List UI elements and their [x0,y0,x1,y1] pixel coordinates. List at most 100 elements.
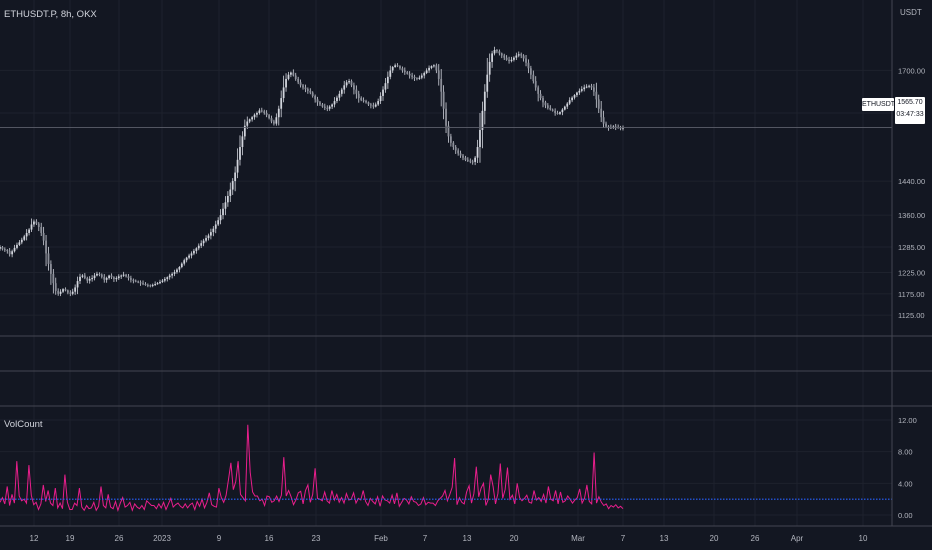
candle-body [125,274,127,277]
candle-body [319,102,321,105]
candle-body [178,267,181,270]
candle-body [549,107,552,110]
candle-body [566,103,569,107]
candle-body [193,250,195,254]
candle-body [457,150,460,154]
price-tick-label: 1440.00 [898,177,925,186]
candle-body [340,89,343,94]
candle-body [466,159,469,161]
candle-body [336,97,338,102]
candle-body [505,57,508,60]
candle-body [66,290,69,293]
candle-body [483,91,486,111]
candle-body [532,74,535,82]
grid-lines [0,0,892,526]
indicator-title[interactable]: VolCount [4,419,43,430]
candle-body [236,159,239,173]
candle-body [151,284,154,286]
candle-body [314,95,317,100]
candle-body [597,99,600,109]
candle-body [326,107,329,109]
candle-body [113,277,115,279]
time-tick-label: 7 [621,534,626,543]
candle-body [583,87,586,90]
candle-body [28,229,30,233]
candle-body [260,110,263,112]
candle-body [161,280,164,282]
candle-body [551,109,554,111]
candle-body [212,228,215,233]
candle-body [105,278,108,280]
candle-body [563,106,566,110]
candle-body [590,85,593,88]
candle-body [513,57,515,60]
candle-body [476,147,479,158]
candle-body [79,276,81,282]
price-tick-label: 1125.00 [898,311,925,320]
candle-body [76,281,79,288]
candle-body [469,160,472,162]
candle-body [25,232,28,237]
candle-body [62,289,64,292]
candle-body [42,232,45,241]
candle-body [445,108,447,126]
candle-body [396,65,399,67]
candle-body [355,89,358,94]
candle-body [425,70,428,73]
candle-body [323,106,326,108]
candle-body [54,283,57,291]
candle-body [328,106,331,109]
candle-body [50,264,52,274]
candle-body [367,102,370,105]
candle-body [185,257,188,261]
candle-body [382,89,384,96]
candle-body [86,278,89,281]
candle-body [430,66,433,68]
candle-body [576,92,578,96]
candle-body [369,104,372,106]
time-tick-label: 23 [312,534,321,543]
time-tick-label: 10 [859,534,868,543]
candle-body [520,54,523,56]
bar-countdown: 03:47:33 [896,111,924,118]
candle-body [176,269,178,273]
candle-body [156,283,159,285]
candle-body [93,275,96,279]
candle-body [219,215,222,221]
candle-body [11,251,14,255]
candle-body [527,62,530,69]
candle-body [195,248,198,251]
candle-body [168,275,171,278]
candle-body [399,66,401,69]
candle-body [132,279,135,281]
candle-body [253,114,256,118]
symbol-title[interactable]: ETHUSDT.P, 8h, OKX [4,9,97,20]
candle-body [299,82,302,86]
indicator-tick-label: 8.00 [898,448,913,457]
candle-body [20,239,23,243]
candle-body [612,126,615,128]
candle-body [23,236,26,240]
candle-body [386,76,389,84]
candle-body [248,119,251,122]
candle-body [110,275,113,278]
candle-body [517,54,520,56]
time-tick-label: 20 [710,534,719,543]
candle-body [265,112,268,116]
candle-body [522,55,525,59]
candle-body [595,91,598,100]
candle-body [246,121,249,126]
time-tick-label: 20 [510,534,519,543]
candle-body [8,250,11,255]
candle-body [3,249,6,251]
candle-body [207,235,210,239]
candle-body [357,93,360,99]
candle-body [275,117,278,124]
candle-body [142,283,144,285]
candle-body [433,65,435,67]
symbol-price-tag: ETHUSDT.P [862,98,901,111]
candle-body [190,253,193,256]
candle-body [360,98,363,101]
candle-body [241,136,244,148]
